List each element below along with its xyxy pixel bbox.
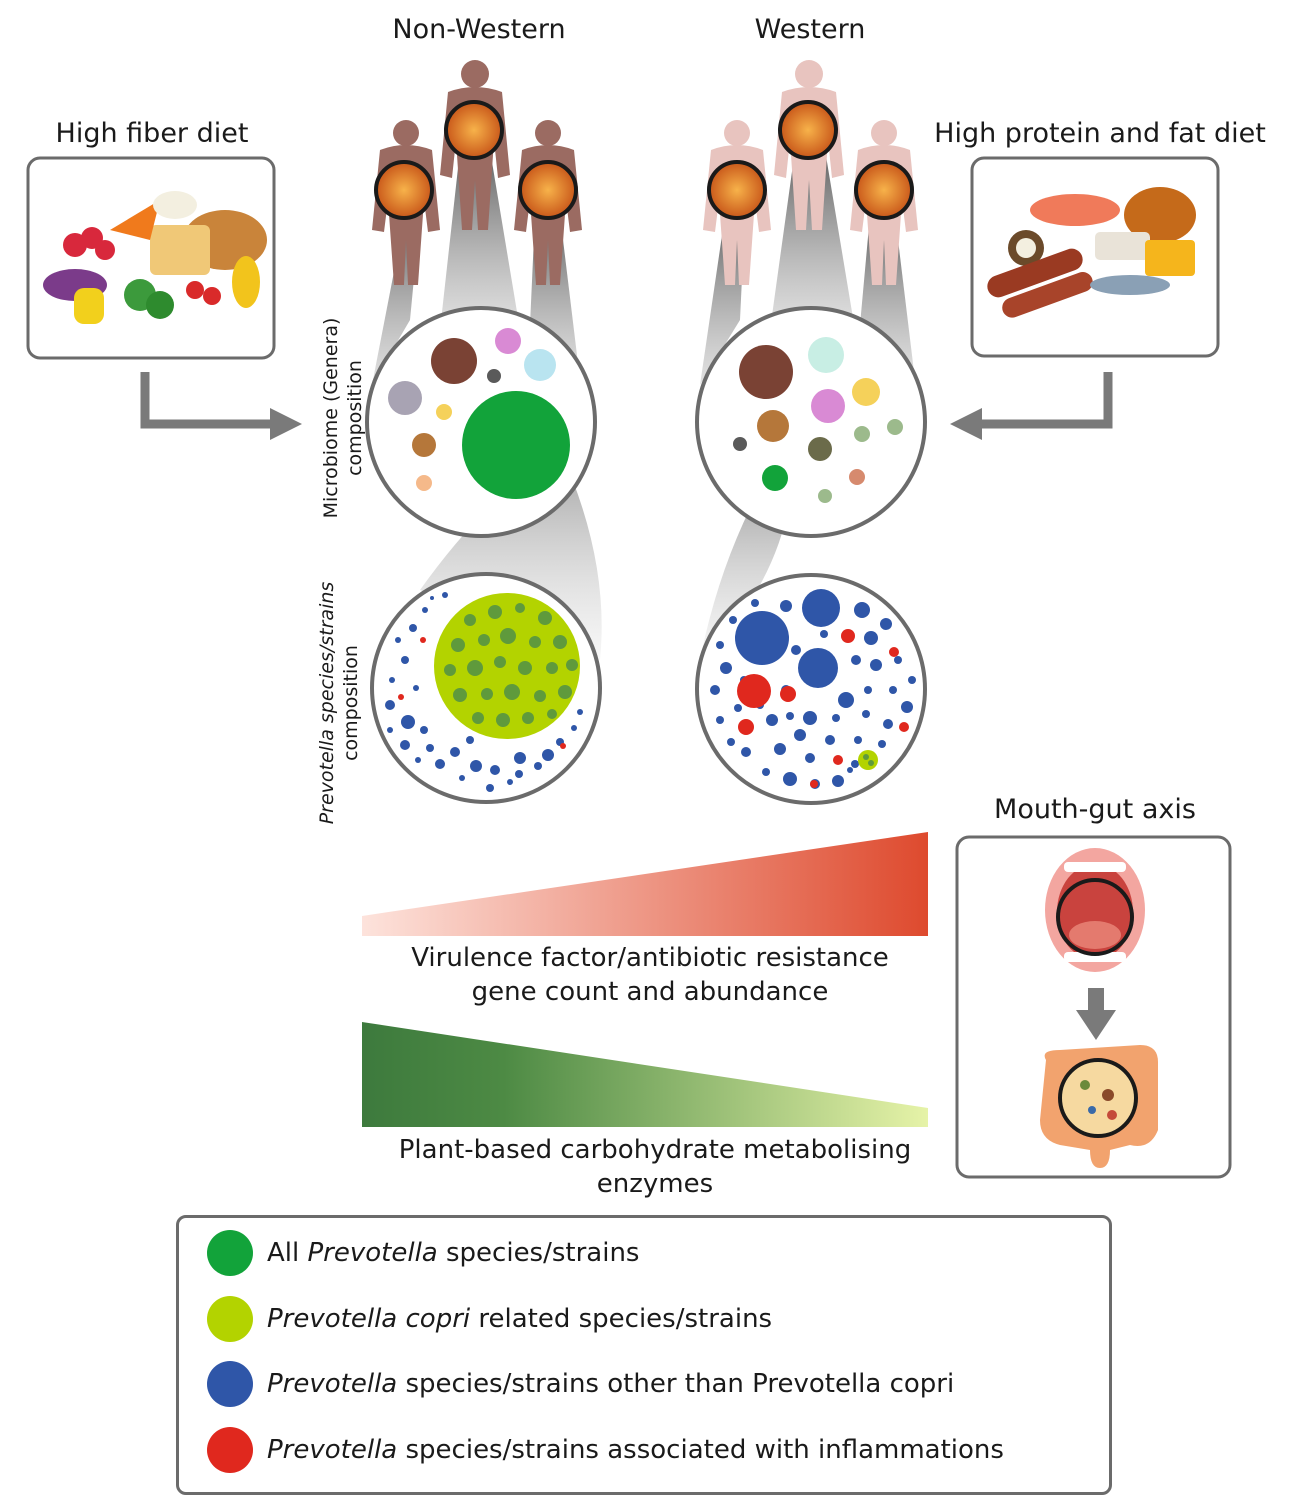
non-western-genera-circle [365, 306, 597, 538]
non-western-gut-icons [374, 100, 578, 220]
legend-dot-blue [207, 1361, 253, 1407]
vegetables-icon [43, 191, 267, 324]
inflammation-strain-dots [737, 629, 909, 788]
legend-dot-red [207, 1427, 253, 1473]
western-gut-icons [707, 100, 914, 220]
copri-strain-dot [858, 750, 878, 770]
mouth-gut-title: Mouth-gut axis [994, 794, 1196, 825]
legend: All Prevotella species/strains Prevotell… [176, 1215, 1112, 1495]
legend-dot-green [207, 1230, 253, 1276]
fiber-arrow-head [270, 408, 302, 440]
other-strain-dots [385, 592, 583, 792]
high-protein-food-box [970, 156, 1220, 358]
legend-item-other: Prevotella species/strains other than Pr… [207, 1359, 954, 1409]
non-western-title: Non-Western [392, 14, 566, 45]
meat-fish-icon [987, 187, 1196, 318]
mouth-icon [1045, 848, 1145, 972]
western-genera-circle [695, 306, 927, 538]
western-prevotella-circle [695, 573, 927, 805]
copri-strain-dots [444, 603, 578, 727]
mouth-gut-arrow-head [1076, 1010, 1116, 1040]
virulence-gradient-bar [362, 832, 928, 936]
virulence-label: Virulence factor/antibiotic resistance g… [411, 943, 889, 1007]
high-fiber-title: High fiber diet [55, 118, 249, 149]
mouth-gut-box [955, 835, 1232, 1179]
intestine-icon [1040, 1045, 1158, 1168]
plant-enzyme-gradient-bar [362, 1022, 928, 1127]
non-western-prevotella-circle [370, 572, 602, 804]
legend-dot-lime [207, 1296, 253, 1342]
protein-arrow [980, 372, 1113, 429]
high-fiber-food-box [26, 156, 276, 360]
high-protein-title: High protein and fat diet [934, 118, 1266, 149]
fiber-arrow [140, 372, 272, 429]
western-title: Western [754, 14, 866, 45]
inflammation-strain-dots [398, 637, 566, 749]
mouth-gut-arrow [1088, 988, 1104, 1012]
plant-enzyme-label: Plant-based carbohydrate metabolising en… [398, 1135, 912, 1199]
legend-item-all-prevotella: All Prevotella species/strains [207, 1228, 639, 1278]
protein-arrow-head [950, 408, 982, 440]
legend-item-inflammation: Prevotella species/strains associated wi… [207, 1425, 1004, 1475]
other-strain-dots [710, 589, 916, 789]
legend-item-copri: Prevotella copri related species/strains [207, 1294, 772, 1344]
